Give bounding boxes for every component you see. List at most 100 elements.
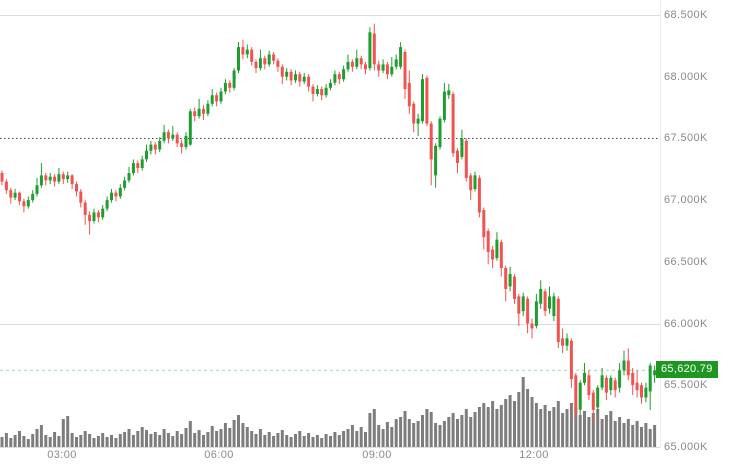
- volume-bar: [464, 409, 468, 447]
- volume-bar: [175, 431, 179, 447]
- volume-bar: [162, 429, 166, 447]
- candle-up: [416, 118, 420, 124]
- candle-wick: [198, 98, 200, 119]
- candle-down: [513, 276, 516, 299]
- candle-down: [0, 173, 4, 182]
- volume-bar: [403, 411, 407, 447]
- volume-bar: [267, 432, 271, 447]
- volume-bar: [442, 421, 446, 447]
- candle-down: [372, 33, 376, 65]
- candle-down: [153, 144, 157, 150]
- x-axis-label: 09:00: [362, 449, 392, 461]
- candle-up: [13, 192, 17, 198]
- volume-bar: [44, 435, 48, 447]
- candle-up: [258, 58, 262, 69]
- volume-bar: [53, 432, 57, 447]
- candle-up: [329, 82, 332, 88]
- candle-up: [355, 58, 359, 67]
- volume-bar: [22, 436, 26, 447]
- volume-bar: [473, 412, 477, 447]
- candle-down: [451, 94, 455, 154]
- candle-up: [548, 296, 551, 309]
- candle-down: [88, 214, 92, 222]
- volume-bar: [171, 436, 175, 447]
- volume-bar: [329, 436, 332, 447]
- candle-down: [635, 382, 639, 391]
- candle-up: [421, 79, 424, 122]
- candle-up: [184, 135, 188, 147]
- volume-bar: [381, 429, 385, 447]
- volume-bar: [180, 434, 184, 447]
- volume-bar: [460, 415, 464, 447]
- candle-down: [202, 108, 205, 114]
- volume-bar: [491, 401, 495, 447]
- candle-down: [482, 210, 486, 238]
- candle-up: [438, 118, 442, 148]
- candle-up: [653, 370, 657, 376]
- volume-bar: [508, 395, 512, 447]
- volume-bar: [70, 433, 74, 447]
- candle-up: [609, 377, 613, 391]
- volume-bar: [223, 423, 227, 447]
- candle-down: [337, 74, 341, 80]
- candle-down: [4, 181, 8, 191]
- candle-down: [561, 338, 565, 346]
- volume-bar: [591, 413, 595, 447]
- volume-bar: [245, 427, 249, 447]
- volume-bar: [272, 436, 276, 447]
- volume-bar: [364, 432, 367, 447]
- volume-bar: [31, 434, 35, 447]
- candle-up: [35, 185, 39, 194]
- candle-down: [350, 61, 354, 67]
- volume-bar: [653, 425, 657, 447]
- volume-bar: [385, 422, 389, 447]
- candle-up: [105, 200, 109, 209]
- candle-up: [237, 47, 240, 71]
- candle-down: [464, 140, 468, 178]
- y-axis-label: 67.000K: [664, 194, 708, 206]
- volume-bar: [438, 425, 442, 447]
- volume-bar: [609, 411, 613, 447]
- volume-bar: [622, 423, 626, 447]
- volume-bar: [350, 425, 354, 447]
- volume-bar: [517, 392, 521, 447]
- volume-bar: [13, 435, 17, 447]
- volume-bar: [482, 403, 486, 447]
- candle-down: [70, 175, 74, 184]
- candle-up: [442, 91, 446, 120]
- candle-up: [206, 103, 210, 114]
- candle-down: [298, 74, 302, 82]
- candle-up: [66, 175, 70, 180]
- candle-down: [526, 298, 530, 324]
- candle-wick: [417, 113, 419, 136]
- candle-up: [171, 134, 175, 139]
- candle-up: [618, 370, 622, 388]
- candle-up: [324, 87, 328, 96]
- volume-bar: [66, 416, 70, 447]
- candle-wick: [531, 318, 533, 339]
- volume-bar: [626, 419, 630, 447]
- candle-down: [263, 58, 267, 65]
- volume-bar: [258, 429, 262, 447]
- volume-bar: [48, 437, 52, 447]
- volume-bar: [149, 434, 153, 447]
- volume-bar: [131, 435, 135, 447]
- volume-bar: [372, 409, 376, 447]
- volume-bar: [110, 435, 113, 447]
- volume-bar: [600, 419, 604, 447]
- candle-down: [626, 360, 630, 376]
- time-axis[interactable]: [0, 448, 660, 472]
- candle-up: [123, 180, 127, 188]
- volume-bar: [569, 403, 573, 447]
- volume-bar: [477, 407, 481, 447]
- candle-down: [114, 192, 118, 197]
- volume-bar: [486, 407, 490, 447]
- y-axis-label: 66.000K: [664, 318, 708, 330]
- volume-bar: [197, 430, 201, 447]
- volume-bar: [548, 411, 551, 447]
- candle-down: [385, 64, 389, 75]
- candle-down: [403, 52, 407, 89]
- candle-down: [280, 66, 284, 77]
